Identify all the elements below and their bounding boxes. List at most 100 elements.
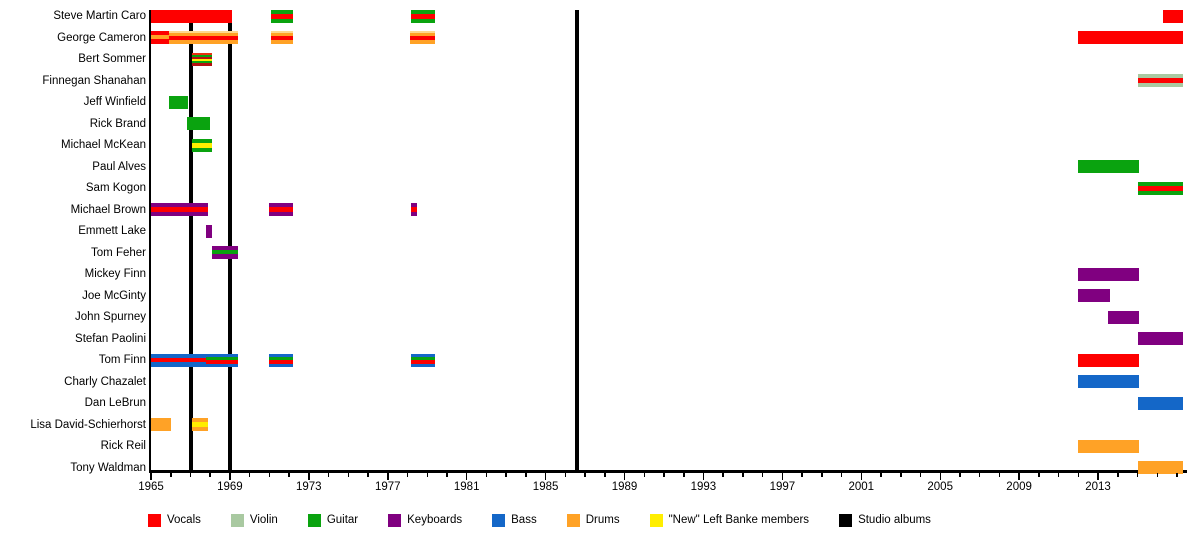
- x-tick-label: 1969: [217, 481, 243, 493]
- bar-stripe: [192, 63, 213, 66]
- minor-tick: [209, 473, 211, 477]
- violin-legend-swatch: [230, 513, 244, 527]
- bar-stripe: [168, 40, 238, 44]
- bar-stripe: [1078, 439, 1140, 453]
- member-label: Bert Sommer: [78, 53, 146, 65]
- minor-tick: [604, 473, 606, 477]
- bar-stripe: [269, 359, 294, 364]
- minor-tick: [1117, 473, 1119, 477]
- legend-label: Studio albums: [858, 514, 931, 526]
- timeline-bar: [1137, 74, 1183, 87]
- bar-stripe: [411, 9, 436, 14]
- bar-stripe: [192, 54, 213, 57]
- bar-stripe: [186, 117, 211, 130]
- bar-stripe: [411, 363, 436, 367]
- bar-stripe: [411, 212, 418, 216]
- bar-stripe: [269, 353, 294, 357]
- bar-stripe: [271, 18, 294, 23]
- bar-stripe: [151, 203, 209, 207]
- bar-stripe: [192, 422, 209, 427]
- member-label: Finnegan Shanahan: [42, 74, 146, 87]
- minor-tick: [722, 473, 724, 477]
- bar-stripe: [1137, 78, 1183, 83]
- member-label: Michael McKean: [60, 139, 146, 151]
- minor-tick: [1156, 473, 1158, 477]
- bar-stripe: [271, 40, 294, 44]
- minor-tick: [683, 473, 685, 477]
- bar-stripe: [1078, 160, 1140, 173]
- timeline-bar: [186, 117, 211, 130]
- legend-label: Violin: [249, 514, 278, 526]
- timeline-bar: [1137, 461, 1183, 474]
- minor-tick: [1176, 473, 1178, 477]
- bar-stripe: [1078, 267, 1140, 281]
- bass-legend-swatch: [492, 513, 506, 527]
- timeline-bar: [192, 418, 209, 431]
- bar-stripe: [1078, 31, 1183, 44]
- x-tick-label: 2009: [1006, 481, 1032, 493]
- minor-tick: [189, 473, 192, 477]
- minor-tick: [564, 473, 567, 477]
- legend-label: "New" Left Banke members: [668, 514, 810, 526]
- x-tick-label: 1977: [375, 481, 401, 493]
- major-tick: [702, 473, 705, 480]
- member-label: Charly Chazalet: [64, 375, 146, 388]
- x-tick-label: 1997: [769, 481, 796, 493]
- bar-stripe: [411, 359, 436, 364]
- bar-stripe: [1137, 181, 1183, 186]
- minor-tick: [505, 473, 507, 477]
- timeline-bar: [206, 353, 238, 367]
- bar-stripe: [1137, 185, 1183, 191]
- member-label: Rick Reil: [100, 440, 146, 452]
- minor-tick: [821, 473, 823, 477]
- member-label: Dan LeBrun: [84, 397, 146, 409]
- timeline-bar: [151, 31, 171, 44]
- bar-stripe: [206, 363, 238, 367]
- timeline-bar: [1137, 332, 1183, 345]
- bar-stripe: [411, 356, 436, 360]
- minor-tick: [998, 473, 1001, 477]
- bar-stripe: [1163, 9, 1183, 23]
- timeline-bar: [1078, 267, 1140, 281]
- legend-item: Studio albums: [839, 513, 931, 527]
- major-tick: [229, 473, 231, 480]
- timeline-bar: [151, 9, 232, 23]
- member-label: Rick Brand: [89, 117, 146, 130]
- legend-label: Vocals: [167, 514, 201, 526]
- legend-item: Vocals: [148, 513, 201, 527]
- timeline-bar: [411, 353, 436, 367]
- studio-album-line: [188, 10, 193, 471]
- x-tick-label: 2013: [1085, 481, 1111, 493]
- member-label: Lisa David-Schierhorst: [30, 418, 146, 431]
- minor-tick: [406, 473, 409, 477]
- member-label: George Cameron: [57, 31, 146, 44]
- timeline-bar: [212, 246, 238, 259]
- x-tick-label: 1981: [453, 481, 480, 493]
- major-tick: [939, 473, 941, 480]
- timeline-bar: [271, 9, 294, 23]
- timeline-bar: [409, 31, 436, 44]
- member-label: Tony Waldman: [70, 461, 146, 474]
- bar-stripe: [151, 207, 209, 212]
- bar-stripe: [411, 353, 436, 357]
- bar-stripe: [151, 357, 207, 362]
- timeline-bar: [1078, 353, 1140, 367]
- bar-stripe: [151, 353, 207, 358]
- bar-stripe: [409, 33, 436, 36]
- timeline-bar: [1163, 9, 1183, 23]
- y-axis: [149, 10, 151, 473]
- bar-stripe: [151, 35, 171, 39]
- bar-stripe: [206, 356, 238, 360]
- major-tick: [1097, 473, 1099, 480]
- bar-stripe: [271, 9, 294, 14]
- timeline-bar: [151, 418, 171, 431]
- member-label: Sam Kogon: [85, 182, 146, 194]
- timeline-bar: [1078, 439, 1140, 453]
- bar-stripe: [212, 250, 238, 254]
- major-tick: [465, 473, 468, 480]
- member-label: Tom Feher: [91, 246, 146, 259]
- minor-tick: [170, 473, 172, 477]
- timeline-bar: [1078, 375, 1140, 388]
- major-tick: [544, 473, 547, 480]
